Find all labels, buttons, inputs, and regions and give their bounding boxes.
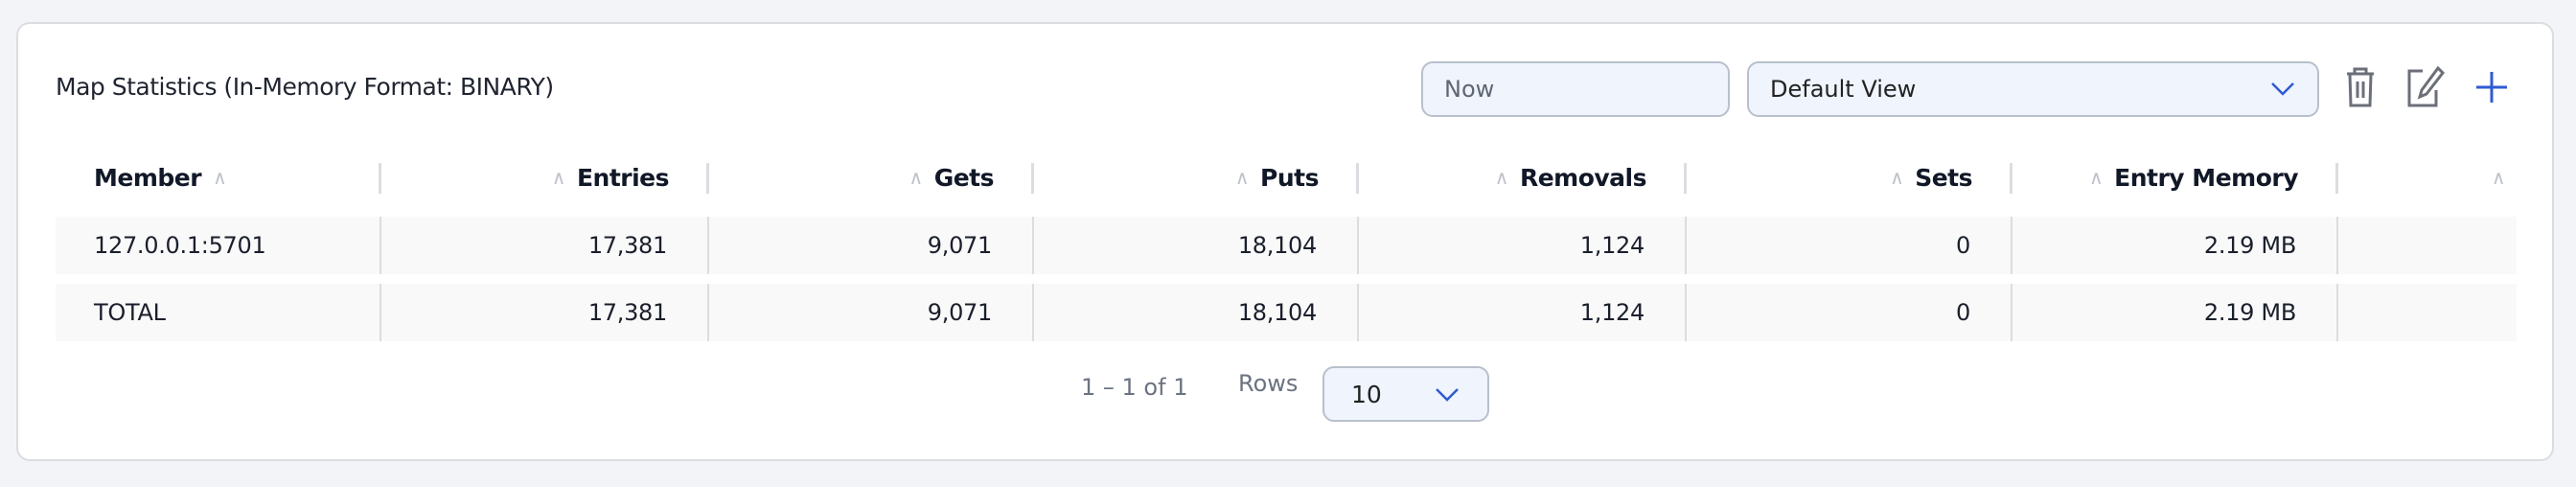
cell-removals: 1,124 (1359, 284, 1687, 341)
cell-puts: 18,104 (1034, 284, 1359, 341)
sort-icon[interactable]: ∧ (1234, 166, 1250, 189)
column-header-puts[interactable]: ∧ Puts (1034, 153, 1359, 201)
column-header-member[interactable]: Member ∧ (56, 153, 381, 201)
cell-puts: 18,104 (1034, 217, 1359, 274)
edit-icon (2407, 65, 2445, 107)
column-header-gets[interactable]: ∧ Gets (709, 153, 1034, 201)
sort-icon[interactable]: ∧ (1494, 166, 1509, 189)
time-input[interactable]: Now (1421, 61, 1730, 117)
table-row-total: TOTAL 17,381 9,071 18,104 1,124 0 2.19 M… (56, 284, 2517, 341)
cell-gets: 9,071 (709, 284, 1034, 341)
time-value: Now (1444, 76, 1495, 103)
column-header-entries[interactable]: ∧ Entries (381, 153, 709, 201)
view-value: Default View (1770, 76, 1917, 103)
cell-entry-memory: 2.19 MB (2012, 217, 2338, 274)
column-header-extra[interactable]: ∧ (2338, 153, 2517, 201)
panel-title: Map Statistics (In-Memory Format: BINARY… (56, 73, 554, 101)
chevron-down-icon (1436, 388, 1459, 402)
view-select[interactable]: Default View (1747, 61, 2319, 117)
rows-per-page-select[interactable]: 10 (1322, 366, 1489, 422)
column-header-entry-memory[interactable]: ∧ Entry Memory (2012, 153, 2338, 201)
edit-view-button[interactable] (2404, 63, 2446, 111)
column-header-sets[interactable]: ∧ Sets (1687, 153, 2012, 201)
add-view-button[interactable] (2471, 63, 2513, 111)
cell-member: TOTAL (56, 284, 381, 341)
rows-value: 10 (1351, 380, 1382, 408)
plus-icon (2476, 72, 2507, 103)
table-header: Member ∧ ∧ Entries ∧ Gets ∧ Puts ∧ Removals ∧… (56, 153, 2517, 201)
pagination-range: 1 – 1 of 1 (1081, 374, 1188, 401)
column-header-removals[interactable]: ∧ Removals (1359, 153, 1687, 201)
chevron-down-icon (2271, 82, 2294, 96)
sort-icon[interactable]: ∧ (908, 166, 924, 189)
sort-icon[interactable]: ∧ (2089, 166, 2104, 189)
cell-entries: 17,381 (381, 284, 709, 341)
cell-entry-memory: 2.19 MB (2012, 284, 2338, 341)
trash-icon (2347, 67, 2374, 107)
cell-extra (2338, 284, 2517, 341)
cell-gets: 9,071 (709, 217, 1034, 274)
cell-member: 127.0.0.1:5701 (56, 217, 381, 274)
sort-icon[interactable]: ∧ (213, 166, 227, 189)
delete-view-button[interactable] (2339, 63, 2381, 111)
cell-entries: 17,381 (381, 217, 709, 274)
rows-label: Rows (1238, 370, 1299, 397)
sort-icon[interactable]: ∧ (2491, 166, 2506, 189)
table-row: 127.0.0.1:5701 17,381 9,071 18,104 1,124… (56, 217, 2517, 274)
cell-extra (2338, 217, 2517, 274)
sort-icon[interactable]: ∧ (1890, 166, 1904, 189)
cell-sets: 0 (1687, 284, 2012, 341)
cell-removals: 1,124 (1359, 217, 1687, 274)
sort-icon[interactable]: ∧ (551, 166, 566, 189)
cell-sets: 0 (1687, 217, 2012, 274)
